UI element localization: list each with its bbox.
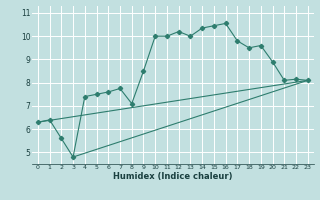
X-axis label: Humidex (Indice chaleur): Humidex (Indice chaleur)	[113, 172, 233, 181]
